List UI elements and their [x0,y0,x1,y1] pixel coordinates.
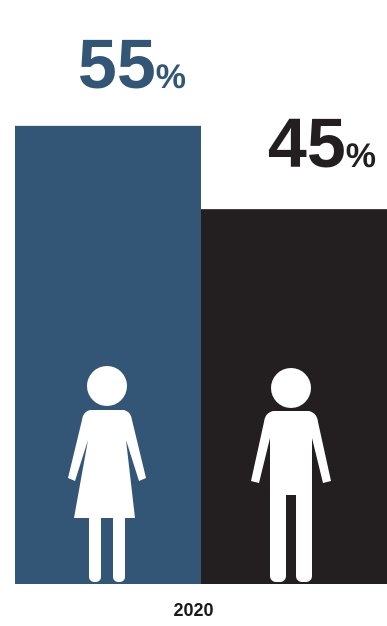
value-label-men: 45% [268,104,376,182]
value-labels-group: 55% 45% [78,25,376,182]
female-figure-icon [68,366,146,582]
value-label-women: 55% [78,25,186,103]
bars-group [15,125,387,584]
x-axis-label: 2020 [173,600,214,620]
male-figure-icon [251,368,331,582]
